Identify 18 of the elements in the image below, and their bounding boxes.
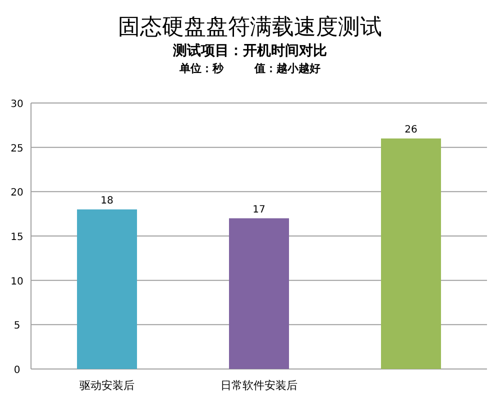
bar: [229, 218, 289, 369]
data-label: 26: [404, 124, 418, 136]
x-tick-label: 驱动安装后: [80, 379, 134, 392]
data-label: 18: [100, 195, 114, 206]
y-tick-label: 15: [10, 232, 24, 243]
chart-subtitle: 测试项目：开机时间对比: [172, 43, 327, 59]
bar: [381, 138, 441, 369]
text: 单位：秒 值：越小越好: [178, 62, 320, 75]
chart-title: 固态硬盘盘符满载速度测试: [118, 15, 382, 40]
y-tick-label: 20: [10, 188, 24, 199]
y-tick-label: 25: [10, 143, 24, 154]
data-label: 17: [252, 204, 266, 216]
y-tick-label: 10: [10, 276, 24, 288]
y-tick-label: 30: [10, 99, 24, 110]
x-tick-label: 日常软件安装后: [220, 379, 298, 392]
bar: [77, 209, 137, 369]
y-tick-label: 5: [14, 320, 20, 332]
y-tick-label: 0: [14, 365, 20, 376]
